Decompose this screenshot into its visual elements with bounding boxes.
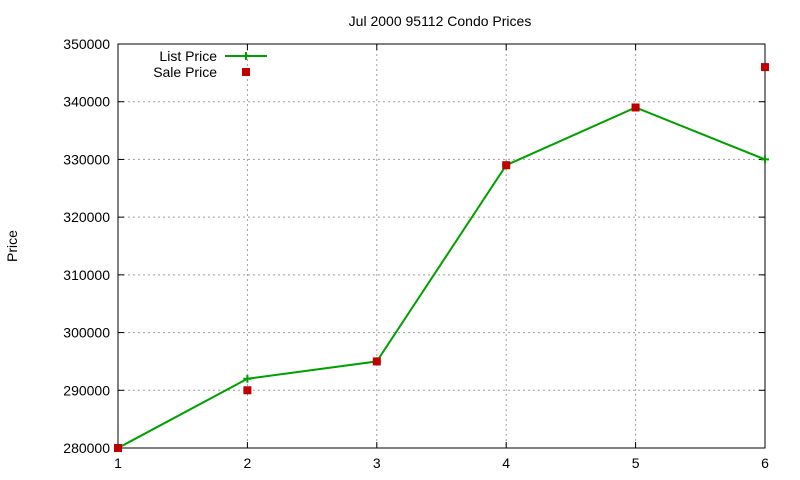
x-tick-label: 3 (373, 455, 381, 471)
list-price-point (761, 155, 769, 164)
plot-area-frame (117, 43, 766, 449)
y-tick-label: 280000 (63, 440, 110, 456)
y-tick-label: 330000 (63, 151, 110, 167)
x-tick-label: 4 (502, 455, 510, 471)
sale-price-legend-label: Sale Price (153, 64, 217, 80)
y-tick-label: 290000 (63, 382, 110, 398)
list-price-line (117, 106, 766, 449)
x-tick-label: 6 (761, 455, 769, 471)
x-tick-label: 1 (114, 455, 122, 471)
sale-price-point (761, 63, 769, 72)
x-tick-label: 2 (244, 455, 252, 471)
sale-price-series (114, 63, 769, 452)
y-axis-label: Price (4, 230, 20, 262)
y-tick-label: 310000 (63, 267, 110, 283)
sale-price-legend-marker (242, 68, 250, 76)
y-tick-label: 350000 (63, 36, 110, 52)
series-layer (114, 63, 769, 452)
grid (118, 44, 765, 448)
sale-price-point (372, 357, 381, 366)
axis-ticks: 1 2 3 4 5 6 280000 290000 300000 310000 320000 3300… (63, 36, 769, 471)
y-tick-label: 320000 (63, 209, 110, 225)
list-price-series (114, 103, 769, 452)
list-price-point (243, 374, 252, 383)
sale-price-point (631, 103, 640, 112)
sale-price-point (243, 386, 252, 395)
list-price-legend-label: List Price (159, 48, 217, 64)
x-tick-label: 5 (632, 455, 640, 471)
sale-price-point (114, 444, 122, 452)
sale-price-point (502, 161, 511, 170)
y-tick-label: 300000 (63, 325, 110, 341)
chart-title: Jul 2000 95112 Condo Prices (349, 13, 532, 29)
list-price-legend-marker (242, 52, 250, 60)
y-tick-label: 340000 (63, 94, 110, 110)
